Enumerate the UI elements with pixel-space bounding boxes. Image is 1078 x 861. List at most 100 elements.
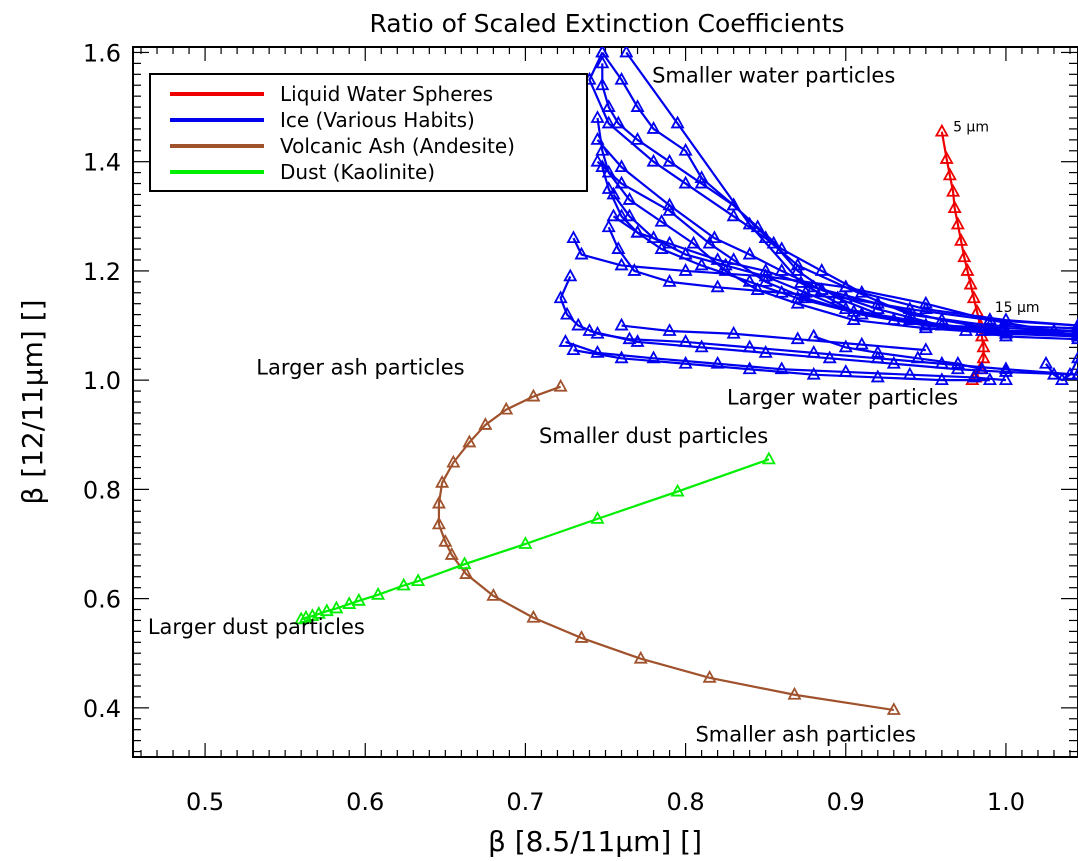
data-point-marker: [966, 369, 981, 383]
data-point-marker: [758, 263, 773, 276]
data-point-marker: [942, 167, 957, 181]
data-point-marker: [686, 235, 701, 249]
data-point-marker: [526, 609, 541, 623]
data-point-marker: [790, 257, 805, 271]
data-point-marker: [750, 282, 765, 295]
data-point-marker: [822, 350, 837, 364]
data-point-marker: [718, 263, 733, 276]
data-point-marker: [1070, 320, 1078, 334]
chart-annotation: Larger water particles: [727, 386, 958, 410]
series-line: [300, 458, 770, 621]
series-line: [625, 51, 1078, 338]
chart-annotation: 5 μm: [953, 120, 989, 136]
data-point-marker: [806, 279, 821, 293]
data-point-marker: [622, 208, 637, 222]
data-point-marker: [678, 142, 693, 156]
data-point-marker: [622, 192, 637, 205]
data-point-marker: [446, 454, 461, 468]
data-point-marker: [918, 295, 933, 309]
data-point-marker: [654, 213, 669, 227]
data-point-marker: [870, 344, 885, 358]
data-point-marker: [694, 339, 709, 353]
data-point-marker: [563, 268, 578, 282]
x-tick-label: 0.9: [827, 788, 865, 816]
data-point-marker: [710, 279, 725, 293]
data-point-marker: [646, 350, 661, 364]
data-point-marker: [694, 257, 709, 271]
data-point-marker: [630, 131, 645, 145]
series-volcanic-ash-andesite: [431, 378, 901, 715]
chart-annotation: Larger ash particles: [256, 356, 464, 380]
axis-ticks: [133, 47, 1077, 757]
data-point-marker: [761, 451, 776, 465]
data-point-marker: [627, 263, 642, 276]
data-point-marker: [435, 474, 450, 488]
data-point-marker: [966, 290, 981, 304]
data-point-marker: [886, 702, 901, 715]
data-point-marker: [678, 175, 693, 189]
data-point-marker: [982, 372, 997, 386]
data-point-marker: [774, 241, 789, 254]
data-point-marker: [963, 276, 978, 290]
data-point-marker: [918, 342, 933, 356]
data-point-marker: [311, 606, 326, 619]
data-point-marker: [918, 317, 933, 331]
data-point-marker: [774, 263, 789, 276]
y-tick-label: 1.0: [83, 367, 121, 395]
series-line: [589, 329, 1078, 376]
data-point-marker: [590, 344, 605, 358]
data-point-marker: [601, 164, 616, 178]
data-point-marker: [774, 361, 789, 375]
data-point-marker: [790, 295, 805, 309]
data-point-marker: [678, 246, 693, 260]
data-point-marker: [294, 611, 309, 625]
y-tick-label: 0.6: [83, 586, 121, 614]
x-tick-label: 0.7: [506, 788, 544, 816]
data-point-marker: [934, 123, 949, 137]
data-point-marker: [998, 364, 1013, 377]
y-tick-label: 1.4: [83, 149, 121, 177]
series-line: [1045, 357, 1078, 382]
data-point-marker: [566, 342, 581, 356]
data-point-marker: [499, 401, 514, 415]
data-point-marker: [614, 159, 629, 173]
data-point-marker: [982, 323, 997, 336]
x-tick-label: 0.6: [346, 788, 384, 816]
data-point-marker: [702, 669, 717, 683]
data-point-marker: [614, 175, 629, 189]
series-layer: [294, 47, 1078, 715]
chart-annotation: Smaller dust particles: [539, 424, 768, 448]
data-point-marker: [950, 355, 965, 369]
data-point-marker: [758, 268, 773, 282]
data-point-marker: [870, 369, 885, 383]
data-point-marker: [838, 301, 853, 315]
y-tick-label: 0.8: [83, 476, 121, 504]
data-point-marker: [846, 312, 861, 325]
data-point-marker: [646, 153, 661, 167]
data-point-marker: [595, 142, 610, 156]
data-point-marker: [630, 99, 645, 112]
series-liquid-water-spheres: [934, 123, 991, 386]
data-point-marker: [998, 323, 1013, 336]
data-point-marker: [590, 153, 605, 167]
y-tick-label: 1.6: [83, 39, 121, 67]
data-point-marker: [998, 372, 1013, 386]
data-point-marker: [611, 115, 626, 129]
data-point-marker: [622, 331, 637, 345]
data-point-marker: [758, 344, 773, 358]
series-line: [573, 349, 990, 382]
y-tick-label: 0.4: [83, 695, 121, 723]
data-point-marker: [957, 249, 972, 263]
data-point-marker: [1046, 366, 1061, 380]
data-point-marker: [838, 290, 853, 304]
data-point-marker: [662, 197, 677, 211]
chart-title: Ratio of Scaled Extinction Coefficients: [369, 9, 844, 38]
data-point-marker: [601, 181, 616, 194]
data-point-marker: [619, 47, 634, 58]
data-point-marker: [726, 325, 741, 339]
data-point-marker: [351, 592, 366, 606]
data-point-marker: [614, 350, 629, 364]
data-point-marker: [1046, 323, 1061, 336]
data-point-marker: [886, 355, 901, 369]
data-point-marker: [710, 355, 725, 369]
